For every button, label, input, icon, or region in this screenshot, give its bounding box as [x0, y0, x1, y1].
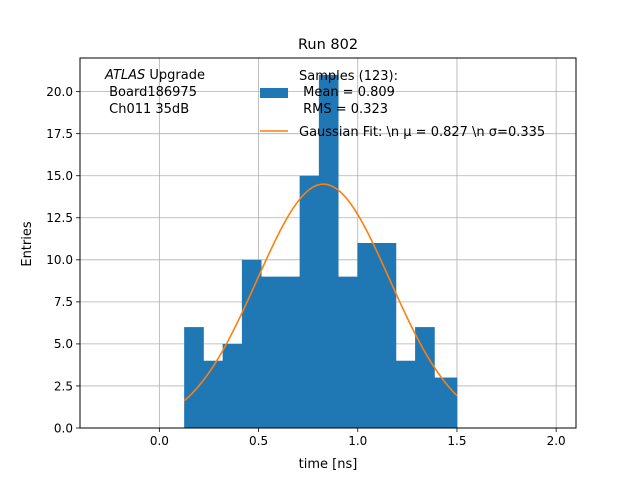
y-axis-ticks: 0.0 2.5 5.0 7.5 10.0 12.5 15.0 17.5 20.0	[46, 85, 80, 435]
x-tick-label: 1.5	[447, 434, 466, 448]
histogram-bar	[395, 360, 416, 428]
y-tick-label: 20.0	[46, 85, 73, 99]
x-axis-ticks: 0.0 0.5 1.0 1.5 2.0	[150, 428, 566, 448]
gaussian-fit-curve	[183, 183, 458, 402]
legend-histogram-swatch	[260, 88, 288, 98]
plot-frame	[79, 57, 577, 429]
y-tick-label: 5.0	[54, 337, 73, 351]
histogram-bar	[299, 175, 320, 428]
y-tick-label: 2.5	[54, 379, 73, 393]
y-tick-label: 12.5	[46, 211, 73, 225]
annotation-atlas-italic: ATLAS	[104, 68, 145, 83]
histogram-bar	[434, 377, 458, 428]
histogram-bar	[280, 276, 301, 428]
y-tick-label: 0.0	[54, 421, 73, 435]
histogram-bar	[338, 276, 358, 428]
y-tick-label: 15.0	[46, 169, 73, 183]
legend-rms-label: RMS = 0.323	[299, 102, 388, 117]
histogram-bar	[241, 259, 262, 428]
y-tick-label: 17.5	[46, 127, 73, 141]
histogram-bar	[222, 343, 243, 428]
legend-samples-label: Samples (123):	[299, 69, 398, 84]
histogram-bar	[184, 327, 204, 428]
x-tick-label: 1.0	[348, 434, 367, 448]
histogram-bar	[261, 276, 281, 428]
histogram-bar	[376, 243, 397, 428]
annotation-atlas-rest: Upgrade	[145, 68, 205, 83]
histogram-bar	[203, 360, 224, 428]
y-tick-label: 10.0	[46, 253, 73, 267]
x-axis-label: time [ns]	[299, 457, 358, 472]
legend: Samples (123): Mean = 0.809 RMS = 0.323 …	[260, 69, 545, 140]
annotation-atlas: ATLAS Upgrade Board186975 Ch011 35dB	[104, 68, 205, 117]
x-tick-label: 0.5	[249, 434, 268, 448]
legend-mean-label: Mean = 0.809	[299, 85, 395, 100]
histogram-bar	[357, 243, 378, 428]
histogram-bars	[184, 74, 458, 429]
x-tick-label: 0.0	[150, 434, 169, 448]
x-tick-label: 2.0	[547, 434, 566, 448]
svg-text:ATLAS Upgrade: ATLAS Upgrade	[104, 68, 205, 83]
annotation-board: Board186975	[105, 85, 197, 100]
y-tick-label: 7.5	[54, 295, 73, 309]
legend-fit-label: Gaussian Fit: \n μ = 0.827 \n σ=0.335	[299, 125, 545, 140]
fit-line	[183, 183, 458, 402]
y-axis-label: Entries	[20, 221, 35, 267]
annotation-channel: Ch011 35dB	[105, 102, 189, 117]
histogram-bar	[318, 74, 339, 429]
histogram-bar	[415, 327, 435, 428]
chart-title: Run 802	[298, 37, 358, 53]
